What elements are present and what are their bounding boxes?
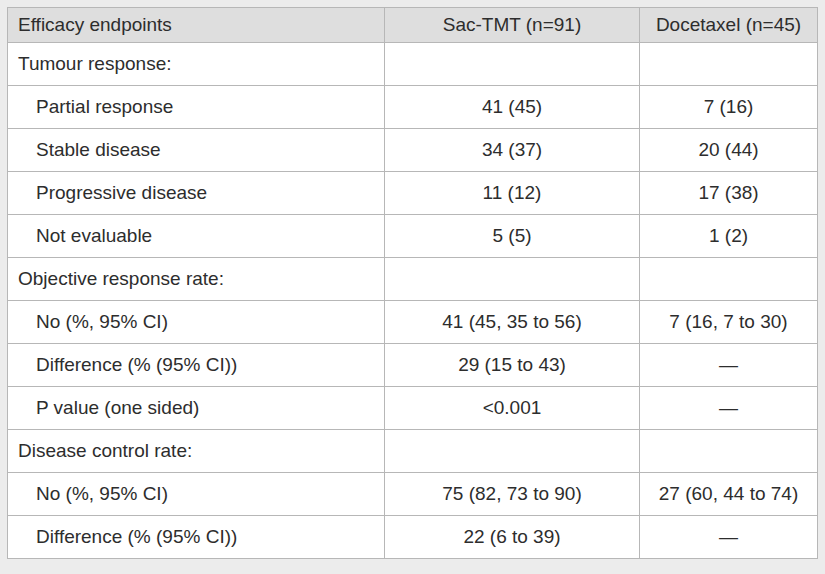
sac-tmt-value: <0.001 xyxy=(385,387,640,430)
table-row: Tumour response: xyxy=(8,43,818,86)
docetaxel-value xyxy=(640,430,818,473)
column-header-sac-tmt: Sac-TMT (n=91) xyxy=(385,8,640,43)
docetaxel-value: 20 (44) xyxy=(640,129,818,172)
row-label: Tumour response: xyxy=(8,43,385,86)
row-label: Difference (% (95% CI)) xyxy=(8,516,385,559)
docetaxel-value: 1 (2) xyxy=(640,215,818,258)
docetaxel-value: 7 (16, 7 to 30) xyxy=(640,301,818,344)
docetaxel-value: 17 (38) xyxy=(640,172,818,215)
docetaxel-value: — xyxy=(640,344,818,387)
sac-tmt-value: 29 (15 to 43) xyxy=(385,344,640,387)
sac-tmt-value: 34 (37) xyxy=(385,129,640,172)
table-row: Stable disease 34 (37) 20 (44) xyxy=(8,129,818,172)
page: Efficacy endpoints Sac-TMT (n=91) Doceta… xyxy=(0,0,825,566)
table-row: Partial response 41 (45) 7 (16) xyxy=(8,86,818,129)
table-row: Progressive disease 11 (12) 17 (38) xyxy=(8,172,818,215)
table-row: Difference (% (95% CI)) 29 (15 to 43) — xyxy=(8,344,818,387)
sac-tmt-value xyxy=(385,430,640,473)
row-label: Partial response xyxy=(8,86,385,129)
docetaxel-value: 7 (16) xyxy=(640,86,818,129)
row-label: Not evaluable xyxy=(8,215,385,258)
column-header-docetaxel: Docetaxel (n=45) xyxy=(640,8,818,43)
table-row: Difference (% (95% CI)) 22 (6 to 39) — xyxy=(8,516,818,559)
table-row: No (%, 95% CI) 41 (45, 35 to 56) 7 (16, … xyxy=(8,301,818,344)
efficacy-endpoints-table: Efficacy endpoints Sac-TMT (n=91) Doceta… xyxy=(7,7,818,559)
column-header-efficacy-endpoints: Efficacy endpoints xyxy=(8,8,385,43)
sac-tmt-value: 41 (45, 35 to 56) xyxy=(385,301,640,344)
docetaxel-value xyxy=(640,258,818,301)
row-label: Objective response rate: xyxy=(8,258,385,301)
sac-tmt-value: 75 (82, 73 to 90) xyxy=(385,473,640,516)
table-row: P value (one sided) <0.001 — xyxy=(8,387,818,430)
table-row: Not evaluable 5 (5) 1 (2) xyxy=(8,215,818,258)
docetaxel-value: — xyxy=(640,516,818,559)
sac-tmt-value: 22 (6 to 39) xyxy=(385,516,640,559)
row-label: No (%, 95% CI) xyxy=(8,301,385,344)
table-header-row: Efficacy endpoints Sac-TMT (n=91) Doceta… xyxy=(8,8,818,43)
docetaxel-value: 27 (60, 44 to 74) xyxy=(640,473,818,516)
table-row: Objective response rate: xyxy=(8,258,818,301)
table-row: No (%, 95% CI) 75 (82, 73 to 90) 27 (60,… xyxy=(8,473,818,516)
row-label: Difference (% (95% CI)) xyxy=(8,344,385,387)
sac-tmt-value: 11 (12) xyxy=(385,172,640,215)
sac-tmt-value: 41 (45) xyxy=(385,86,640,129)
sac-tmt-value xyxy=(385,43,640,86)
sac-tmt-value: 5 (5) xyxy=(385,215,640,258)
docetaxel-value: — xyxy=(640,387,818,430)
row-label: No (%, 95% CI) xyxy=(8,473,385,516)
table-row: Disease control rate: xyxy=(8,430,818,473)
row-label: Stable disease xyxy=(8,129,385,172)
row-label: Disease control rate: xyxy=(8,430,385,473)
row-label: Progressive disease xyxy=(8,172,385,215)
docetaxel-value xyxy=(640,43,818,86)
row-label: P value (one sided) xyxy=(8,387,385,430)
sac-tmt-value xyxy=(385,258,640,301)
